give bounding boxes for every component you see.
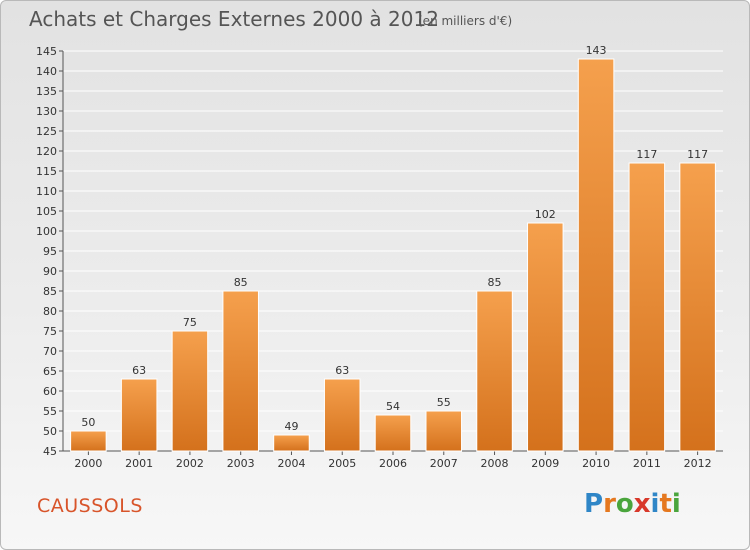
- x-tick-label: 2008: [481, 457, 509, 470]
- logo-letter: i: [671, 489, 681, 519]
- bar-2007: [425, 410, 463, 452]
- chart-unit: (en milliers d'€): [418, 14, 513, 28]
- y-tick-label: 135: [36, 85, 57, 98]
- bar-value-label: 49: [284, 420, 298, 433]
- x-tick-label: 2001: [125, 457, 153, 470]
- bar-value-label: 143: [586, 44, 607, 57]
- x-tick-label: 2010: [582, 457, 610, 470]
- y-tick-label: 80: [43, 305, 57, 318]
- bar-2000: [70, 430, 107, 452]
- x-tick-label: 2002: [176, 457, 204, 470]
- proxiti-logo: Proxiti: [584, 489, 681, 519]
- bar-2005: [323, 378, 361, 452]
- x-tick-label: 2000: [74, 457, 102, 470]
- y-tick-label: 140: [36, 65, 57, 78]
- chart-title: Achats et Charges Externes 2000 à 2012: [29, 7, 439, 31]
- bar-2002: [171, 330, 209, 452]
- bars: [70, 58, 716, 452]
- bar-value-label: 117: [687, 148, 708, 161]
- y-tick-label: 65: [43, 365, 57, 378]
- x-tick-label: 2004: [277, 457, 305, 470]
- bar-2012: [679, 162, 716, 452]
- x-tick-label: 2007: [430, 457, 458, 470]
- x-tick-label: 2011: [633, 457, 661, 470]
- x-tick-label: 2009: [531, 457, 559, 470]
- y-tick-label: 85: [43, 285, 57, 298]
- bar-2006: [374, 414, 412, 452]
- bar-value-label: 50: [81, 416, 95, 429]
- y-tick-label: 120: [36, 145, 57, 158]
- y-tick-label: 90: [43, 265, 57, 278]
- y-tick-label: 70: [43, 345, 57, 358]
- bar-value-label: 85: [234, 276, 248, 289]
- y-tick-label: 50: [43, 425, 57, 438]
- y-tick-label: 125: [36, 125, 57, 138]
- labels: 50 63 75 85 49 63 54 55 85 102 143 117 117: [81, 44, 708, 433]
- y-tick-label: 75: [43, 325, 57, 338]
- grid-lines: [63, 50, 723, 452]
- bar-2009: [527, 222, 564, 452]
- bar-value-label: 55: [437, 396, 451, 409]
- logo-letter: r: [603, 489, 616, 519]
- bar-value-label: 85: [488, 276, 502, 289]
- bar-2001: [120, 378, 158, 452]
- y-tick-label: 60: [43, 385, 57, 398]
- logo-letter: o: [615, 489, 634, 519]
- bar-value-label: 75: [183, 316, 197, 329]
- bar-value-label: 102: [535, 208, 556, 221]
- bar-2010: [577, 58, 615, 452]
- x-tick-label: 2003: [227, 457, 255, 470]
- y-tick-label: 110: [36, 185, 57, 198]
- y-tick-label: 115: [36, 165, 57, 178]
- y-tick-label: 105: [36, 205, 57, 218]
- y-tick-label: 130: [36, 105, 57, 118]
- logo-letter: t: [659, 489, 672, 519]
- x-tick-label: 2005: [328, 457, 356, 470]
- bar-value-label: 63: [335, 364, 349, 377]
- bar-value-label: 117: [636, 148, 657, 161]
- y-tick-label: 95: [43, 245, 57, 258]
- commune-name: CAUSSOLS: [37, 495, 143, 517]
- y-tick-label: 100: [36, 225, 57, 238]
- logo-letter: x: [633, 489, 651, 519]
- bar-value-label: 54: [386, 400, 400, 413]
- bar-value-label: 63: [132, 364, 146, 377]
- y-tick-label: 45: [43, 445, 57, 458]
- logo-letter: P: [584, 489, 604, 519]
- y-tick-label: 145: [36, 45, 57, 58]
- bar-2004: [273, 434, 310, 452]
- bar-2011: [628, 162, 666, 452]
- bar-chart: 45 50 55 60 65 70 75 80 85 90 95 100 105 110 115 120 125…: [36, 44, 723, 470]
- bar-2008: [476, 290, 513, 452]
- x-tick-label: 2012: [684, 457, 712, 470]
- bar-2003: [222, 290, 259, 452]
- x-tick-label: 2006: [379, 457, 407, 470]
- y-tick-label: 55: [43, 405, 57, 418]
- logo-letter: i: [650, 489, 660, 519]
